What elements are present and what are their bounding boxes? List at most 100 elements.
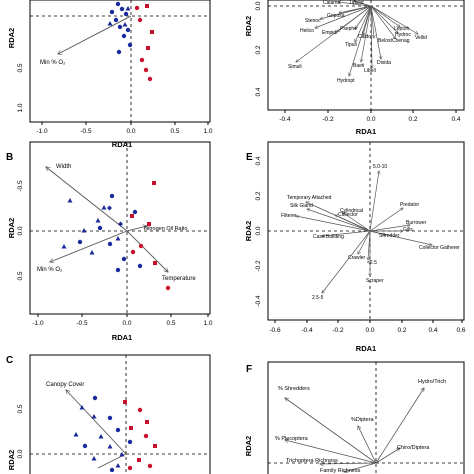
site-point <box>107 444 113 449</box>
site-point <box>130 214 134 218</box>
panel-a-frame <box>29 0 211 123</box>
panel-d-ytick: 0.0 <box>255 1 262 10</box>
panel-a-arrow <box>58 15 132 54</box>
panel-b-letter: B <box>6 152 13 163</box>
site-point <box>67 198 73 203</box>
panel-b-xtick: 0.0 <box>122 320 131 327</box>
arrow-label: 5.0-10 <box>373 164 387 170</box>
site-point <box>101 205 107 210</box>
site-point <box>134 5 140 11</box>
panel-b-xtick: 0.5 <box>166 320 175 327</box>
panel-d-xtick: 0.2 <box>408 116 417 123</box>
panel-d-xtick: -0.4 <box>279 116 291 123</box>
panel-c-ytick: 0.5 <box>17 404 24 413</box>
arrow-label: Vellid <box>415 35 427 41</box>
panel-e-xticks <box>274 320 463 323</box>
panel-b-ytick: -0.5 <box>17 180 24 192</box>
arrow-label: Baeti <box>353 63 364 69</box>
site-point <box>107 415 113 421</box>
panel-b-ytick: 0.5 <box>17 271 24 280</box>
site-point <box>165 285 171 291</box>
arrow-label: Crawler <box>348 255 366 261</box>
site-point <box>137 407 143 413</box>
site-point <box>89 250 95 255</box>
site-point <box>119 6 125 12</box>
arrow-label: Psephe <box>340 26 357 32</box>
panel-e-ytick: 0.4 <box>255 156 262 165</box>
site-point <box>145 4 149 8</box>
site-point <box>107 241 113 247</box>
arrow-label: <2.5 <box>367 260 377 266</box>
site-point <box>92 395 98 401</box>
site-point <box>97 225 103 231</box>
panel-a: Min % O₂ RDA2 0.5 1.0 <box>7 0 213 149</box>
panel-e-letter: E <box>246 152 253 163</box>
site-point <box>119 452 125 457</box>
panel-b-xticks <box>37 314 209 317</box>
site-point <box>137 17 143 23</box>
site-point <box>147 76 153 82</box>
panel-d-xtick: -0.2 <box>322 116 334 123</box>
panel-b-arrow-label: Width <box>56 164 71 170</box>
panel-b-ytick: 0.0 <box>17 226 24 235</box>
arrow-label: Burrower <box>406 220 427 226</box>
site-point <box>138 243 144 249</box>
panel-b-arrow-label: Min % O₂ <box>37 267 63 273</box>
panel-e-labels: 5.0-10 Temporary Attached Silk Gland Pre… <box>281 164 460 301</box>
panel-b-xtick: 1.0 <box>203 320 212 327</box>
panel-c-points <box>73 395 157 473</box>
site-point <box>91 414 97 419</box>
site-point <box>129 426 133 430</box>
site-point <box>115 236 121 241</box>
arrow-label: Hydropt <box>337 78 355 84</box>
arrow-label: Collector <box>338 212 358 218</box>
panel-f-frame <box>267 361 465 474</box>
site-point <box>107 21 113 26</box>
panel-d-labels: Calamo Tipulid Griposa Stenoc Helico Emp… <box>288 0 427 84</box>
arrow-label: Empidi <box>322 30 337 36</box>
panel-a-xtick: 0.0 <box>126 128 135 135</box>
site-point <box>115 1 121 7</box>
site-point <box>123 11 129 17</box>
panel-a-xtick: 1.0 <box>203 128 212 135</box>
arrow-label: Calamo <box>323 0 340 6</box>
arrow-label: Leptoh <box>394 26 410 32</box>
panel-f-arrows <box>285 388 424 472</box>
panel-c-letter: C <box>6 355 13 366</box>
arrow-label: Belost <box>378 38 393 44</box>
site-point <box>82 443 88 449</box>
site-point <box>127 439 133 445</box>
site-point <box>130 249 136 255</box>
panel-d-xtick: 0.0 <box>366 116 375 123</box>
panel-e-xtick: 0.6 <box>456 327 465 334</box>
panel-b-xtick: -0.5 <box>76 320 88 327</box>
site-point <box>147 463 153 469</box>
site-point <box>147 222 151 226</box>
panel-e-ytick: 0.2 <box>255 191 262 200</box>
panel-e-xtick: 0.0 <box>365 327 374 334</box>
panel-e-xtick: -0.2 <box>332 327 344 334</box>
site-point <box>132 209 138 215</box>
panel-a-arrow-label: Min % O₂ <box>40 60 66 66</box>
panel-e-xtick: -0.6 <box>269 327 281 334</box>
site-point <box>91 456 97 461</box>
arrow-label: Shredder <box>379 233 400 239</box>
arrow-label: Libell <box>364 68 376 74</box>
site-point <box>137 458 141 462</box>
panel-d-ytick: 0.4 <box>255 87 262 96</box>
site-point <box>121 33 127 39</box>
panel-f-arrow-label: % Shredders <box>278 386 310 392</box>
arrow-label: Case Building <box>313 234 344 240</box>
panel-d-ylabel: RDA2 <box>244 16 253 36</box>
site-point <box>109 467 115 473</box>
panel-b-xlabel: RDA1 <box>112 333 132 342</box>
site-point <box>107 205 112 211</box>
site-point <box>125 6 131 11</box>
site-point <box>145 420 149 424</box>
panel-b: B Width Nitrogen Oil Ratio Min % O₂ Temp… <box>6 141 213 342</box>
panel-b-xtick: -1.0 <box>32 320 44 327</box>
panel-a-xticks <box>41 122 209 125</box>
panel-c-arrow-label: Canopy Cover <box>46 382 84 388</box>
site-point <box>117 24 123 30</box>
